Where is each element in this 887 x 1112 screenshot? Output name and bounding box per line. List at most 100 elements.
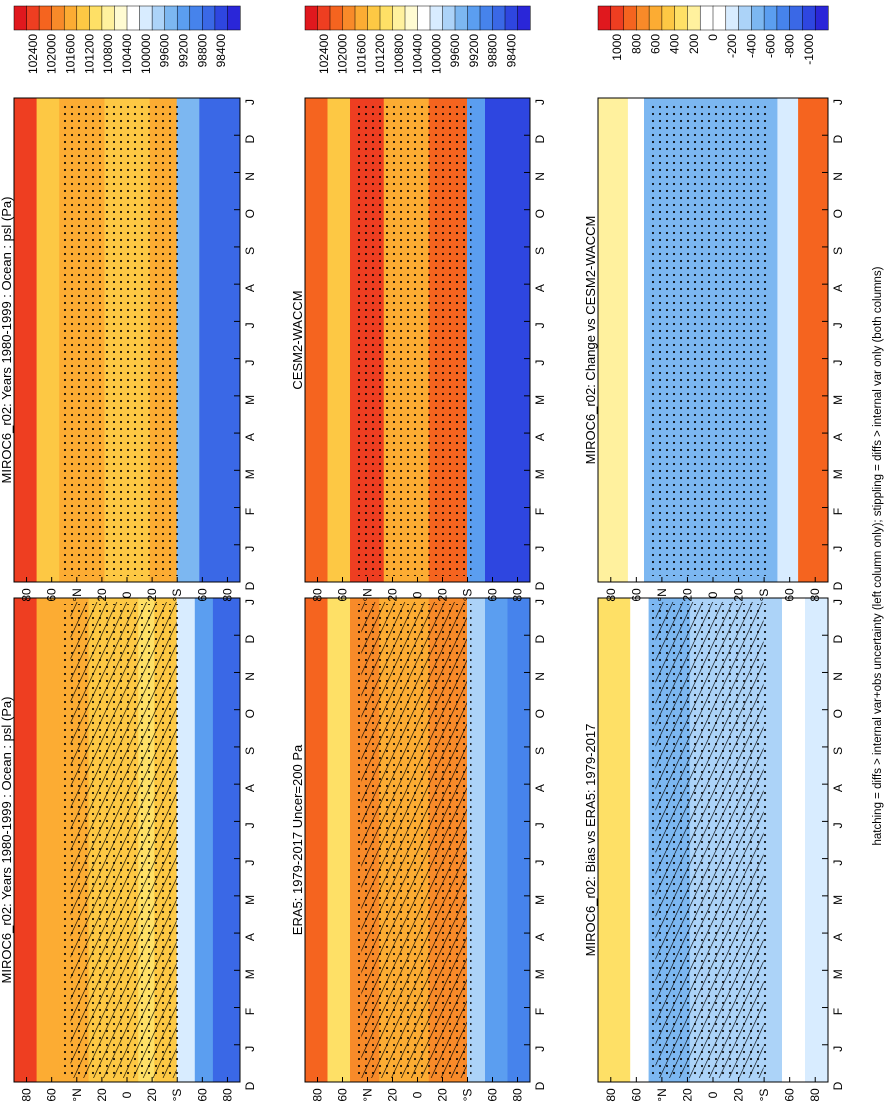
month-tick-label: F [831, 1008, 845, 1015]
month-tick-label: M [831, 895, 845, 905]
heatmap-band [327, 598, 351, 1082]
colorbar-swatch [342, 5, 356, 31]
month-tick-label: J [243, 599, 257, 605]
lat-tick-label: 80 [220, 588, 234, 602]
month-tick-label: J [831, 360, 845, 366]
lat-tick-label: 80 [311, 1088, 325, 1102]
month-tick-label: O [533, 709, 547, 718]
lat-tick-label: 60 [783, 588, 797, 602]
panel-title: MIROC6_r02: Bias vs ERA5: 1979-2017 [583, 724, 598, 957]
month-tick-label: N [243, 172, 257, 181]
lat-tick-label: 0 [706, 1091, 720, 1098]
month-tick-label: A [831, 784, 845, 792]
colorbar-tick-label: 101200 [82, 34, 96, 74]
colorbar-swatch [317, 5, 331, 31]
month-tick-label: A [533, 933, 547, 941]
lat-tick-label: 80 [511, 588, 525, 602]
month-tick-label: A [831, 284, 845, 292]
colorbar-tick-label: 101600 [354, 34, 368, 74]
colorbar-swatch [164, 5, 178, 31]
lat-tick-label: °N [361, 588, 375, 601]
month-tick-label: J [831, 822, 845, 828]
colorbar-swatch [354, 5, 369, 31]
colorbar-swatch [763, 5, 778, 31]
lat-tick-label: 60 [629, 1088, 643, 1102]
colorbar-tick-label: 0 [706, 34, 720, 41]
colorbar-swatch [814, 5, 829, 31]
heatmap-band [507, 598, 531, 1082]
month-tick-label: M [831, 969, 845, 979]
month-tick-label: J [831, 546, 845, 552]
month-tick-label: F [243, 508, 257, 515]
colorbar-swatch [89, 5, 103, 31]
colorbar-swatch [417, 5, 431, 31]
month-tick-label: S [533, 747, 547, 755]
lat-tick-label: 0 [706, 591, 720, 598]
colorbar-swatch [636, 5, 650, 31]
month-tick-label: D [831, 581, 845, 590]
colorbar-swatch [623, 5, 637, 31]
month-tick-label: A [831, 933, 845, 941]
colorbar-tick-label: 102000 [336, 34, 350, 74]
colorbar-tick-label: 101600 [64, 34, 78, 74]
month-tick-label: S [533, 247, 547, 255]
colorbar-swatch [610, 5, 625, 31]
colorbar-swatch [126, 5, 141, 31]
month-tick-label: D [243, 581, 257, 590]
colorbar-swatch [51, 5, 65, 31]
heatmap-band [627, 98, 645, 582]
colorbar-swatch [725, 5, 740, 31]
colorbar-swatch [189, 5, 203, 31]
month-tick-label: J [533, 1046, 547, 1052]
colorbar-tick-label: 99600 [448, 34, 462, 68]
month-tick-label: M [533, 969, 547, 979]
heatmap-band [14, 98, 38, 582]
month-tick-label: J [243, 1046, 257, 1052]
month-tick-label: M [831, 469, 845, 479]
month-tick-label: J [243, 99, 257, 105]
colorbar-swatch [454, 5, 469, 31]
colorbar-tick-label: 101200 [373, 34, 387, 74]
lat-tick-label: °N [70, 588, 84, 601]
colorbar-swatch [176, 5, 191, 31]
colorbar-swatch [699, 5, 714, 31]
month-tick-label: S [243, 747, 257, 755]
heatmap-band [194, 598, 214, 1082]
lat-tick-label: 60 [195, 1088, 209, 1102]
colorbar-tick-label: 100000 [429, 34, 443, 74]
lat-tick-label: °S [757, 1089, 771, 1102]
colorbar-swatch [304, 5, 319, 31]
colorbar-tick-label: 99200 [467, 34, 481, 68]
month-tick-label: M [533, 895, 547, 905]
heatmap-band [36, 98, 60, 582]
colorbar-swatch [467, 5, 481, 31]
lat-tick-label: °N [70, 1088, 84, 1101]
month-tick-label: F [533, 508, 547, 515]
month-tick-label: J [533, 860, 547, 866]
lat-tick-label: 0 [120, 591, 134, 598]
colorbar-tick-label: -200 [725, 34, 739, 58]
panel-title: MIROC6_r02: Change vs CESM2-WACCM [583, 216, 598, 465]
colorbar-swatch [597, 5, 612, 31]
lat-tick-label: °N [655, 588, 669, 601]
lat-tick-label: °S [461, 1089, 475, 1102]
lat-tick-label: °S [757, 589, 771, 602]
month-tick-label: A [533, 284, 547, 292]
hatching-overlay [361, 602, 467, 1078]
colorbar-swatch [776, 5, 791, 31]
colorbar-tick-label: -600 [764, 34, 778, 58]
month-tick-label: N [533, 672, 547, 681]
lat-tick-label: 80 [604, 1088, 618, 1102]
heatmap-band [485, 598, 508, 1082]
colorbar-tick-label: 102000 [45, 34, 59, 74]
colorbar-swatch [367, 5, 381, 31]
month-tick-label: J [243, 822, 257, 828]
month-tick-label: O [243, 709, 257, 718]
heatmap-band [598, 98, 629, 582]
stippling-overlay [63, 104, 182, 576]
colorbar-swatch [101, 5, 115, 31]
lat-tick-label: 80 [808, 588, 822, 602]
heatmap-band [798, 98, 829, 582]
month-tick-label: O [243, 209, 257, 218]
panel-title: ERA5: 1979-2017 Uncer=200 Pa [290, 744, 305, 935]
